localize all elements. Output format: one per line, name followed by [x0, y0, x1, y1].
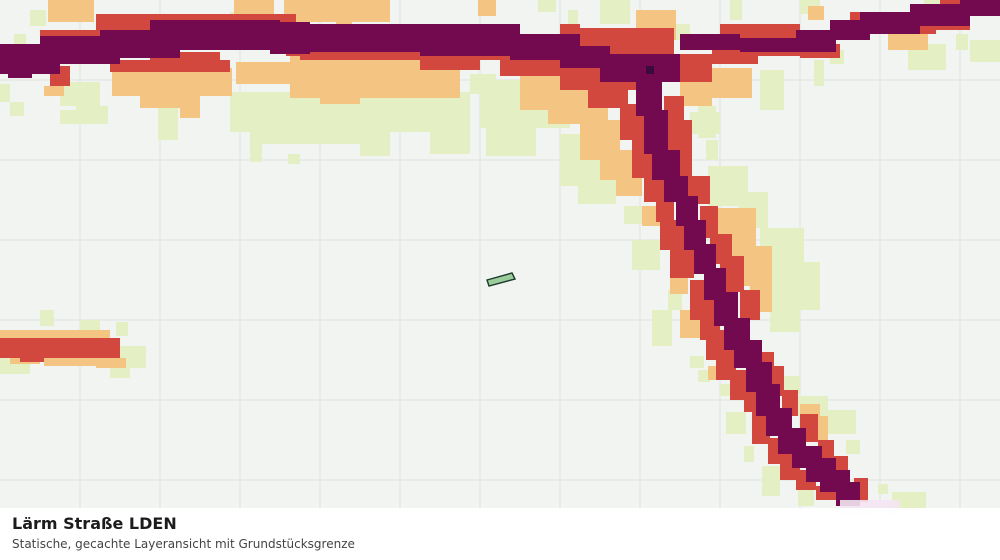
layer-subtitle: Statische, gecachte Layeransicht mit Gru…	[12, 537, 355, 551]
noise-zone-outer	[0, 80, 828, 416]
layer-caption: Lärm Straße LDEN Statische, gecachte Lay…	[0, 508, 1000, 560]
noise-zone-high	[0, 0, 1000, 506]
parcel-boundary[interactable]	[486, 272, 517, 287]
noise-peak-cell	[646, 66, 654, 74]
layer-title: Lärm Straße LDEN	[12, 514, 177, 533]
